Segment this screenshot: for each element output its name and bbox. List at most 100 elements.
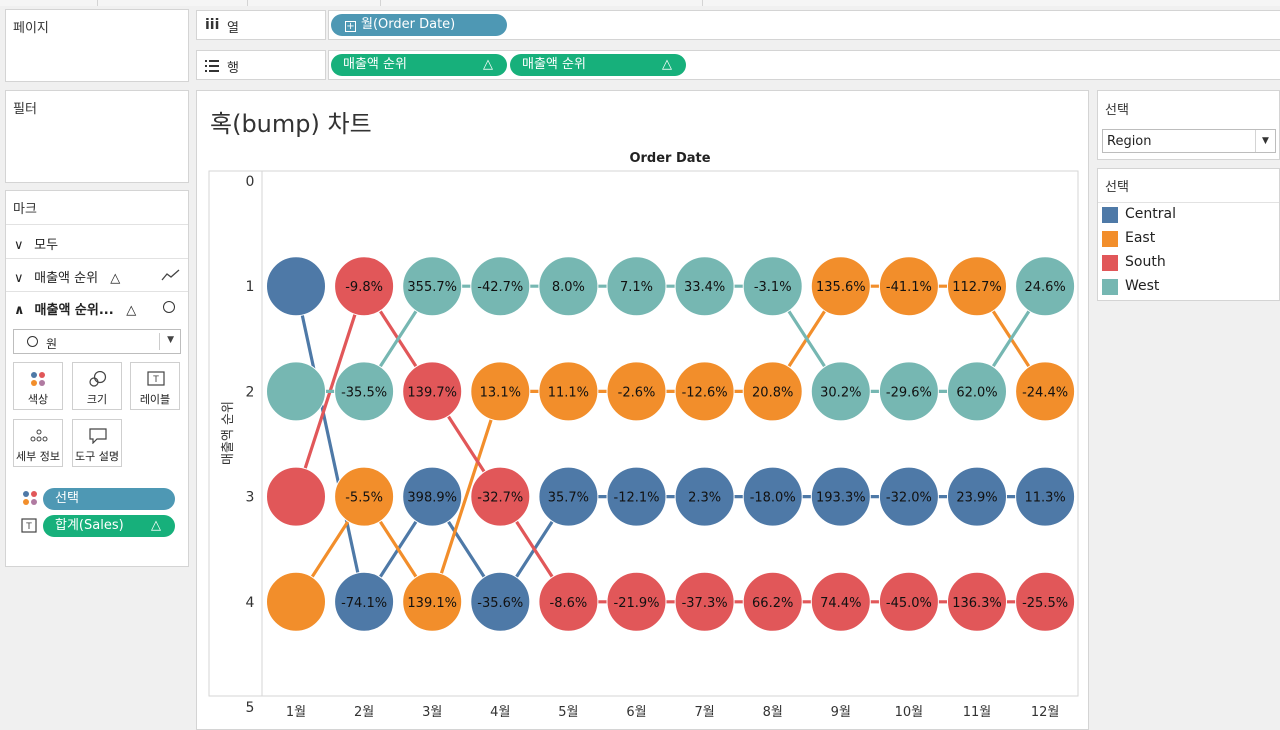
detail-button[interactable]: 세부 정보 <box>13 419 63 467</box>
legend-swatch <box>1102 255 1118 271</box>
rows-shelf-label: 행 <box>196 50 326 80</box>
mark-type-value: 원 <box>46 337 58 351</box>
data-point-central <box>538 466 599 527</box>
chevron-down-icon: ∨ <box>14 271 24 286</box>
color-button[interactable]: 색상 <box>13 362 63 410</box>
divider <box>6 258 188 259</box>
pages-card[interactable]: 페이지 <box>5 9 189 82</box>
rank-pill-1-label: 매출액 순위 <box>343 57 407 72</box>
data-point-central <box>742 466 803 527</box>
data-label: 355.7% <box>407 280 457 295</box>
data-point-central <box>470 571 531 632</box>
x-tick-label: 3월 <box>422 705 442 720</box>
data-label: -12.1% <box>614 491 660 506</box>
data-label: 135.6% <box>816 280 866 295</box>
data-label: -32.7% <box>477 491 523 506</box>
tooltip-label: 도구 설명 <box>75 450 119 463</box>
line-mark-icon <box>161 269 180 281</box>
delta-icon: △ <box>662 57 672 72</box>
region-dropdown-value: Region <box>1107 134 1152 149</box>
x-tick-label: 11월 <box>963 705 992 720</box>
delta-icon: △ <box>126 303 137 318</box>
data-point-south <box>1015 571 1076 632</box>
color-dots-icon <box>23 491 37 505</box>
rank-pill-1[interactable]: 매출액 순위 △ <box>331 54 507 76</box>
legend-label: East <box>1125 230 1156 246</box>
rows-shelf[interactable]: 매출액 순위 △ 매출액 순위 △ <box>328 50 1280 80</box>
data-point-central <box>810 466 871 527</box>
marks-all-row[interactable]: ∨ 모두 <box>14 234 58 253</box>
marks-rank2-row[interactable]: ∧ 매출액 순위... △ <box>14 299 136 318</box>
data-point-south <box>470 466 531 527</box>
rows-label: 행 <box>227 61 239 76</box>
color-label: 색상 <box>27 393 49 406</box>
data-point-west <box>947 361 1007 422</box>
region-dropdown[interactable]: Region ▼ <box>1102 129 1276 153</box>
data-label: 74.4% <box>820 596 861 611</box>
rank-pill-2[interactable]: 매출액 순위 △ <box>510 54 686 76</box>
data-point-central <box>606 466 667 527</box>
mark-type-select[interactable]: 원 ▼ <box>13 329 181 354</box>
y-tick-label: 5 <box>246 700 255 716</box>
data-point-west <box>606 256 667 317</box>
y-tick-label: 4 <box>246 595 255 611</box>
data-point-west <box>334 361 395 422</box>
text-label-icon: T <box>21 518 37 533</box>
data-label: -12.6% <box>682 385 728 400</box>
data-label: 193.3% <box>816 491 866 506</box>
data-point-west <box>470 256 531 317</box>
marks-title: 마크 <box>13 202 37 217</box>
columns-icon: iii <box>205 17 220 33</box>
legend-title: 선택 <box>1105 180 1129 195</box>
filter-title: 선택 <box>1105 103 1129 118</box>
detail-dots-icon <box>30 429 48 442</box>
data-point-central <box>1015 466 1076 527</box>
data-point-east <box>947 256 1007 317</box>
data-label: 398.9% <box>407 491 457 506</box>
marks-rank-row[interactable]: ∨ 매출액 순위 △ <box>14 267 120 286</box>
chevron-down-icon: ∨ <box>14 238 24 253</box>
columns-label: 열 <box>227 21 239 36</box>
data-label: -21.9% <box>614 596 660 611</box>
data-label: 11.3% <box>1024 491 1065 506</box>
data-point-west <box>674 256 735 317</box>
tooltip-button[interactable]: 도구 설명 <box>72 419 122 467</box>
size-label: 크기 <box>86 393 108 406</box>
x-tick-label: 2월 <box>354 705 374 720</box>
y-tick-label: 3 <box>246 490 255 506</box>
data-point-east <box>334 466 395 527</box>
data-point-east <box>1015 361 1076 422</box>
columns-shelf-label: iii 열 <box>196 10 326 40</box>
svg-text:T: T <box>152 375 159 385</box>
data-point-south <box>402 361 463 422</box>
data-label: -24.4% <box>1022 385 1068 400</box>
data-point-south <box>606 571 667 632</box>
triangle-down-icon: ▼ <box>167 335 174 345</box>
data-point-central <box>878 466 939 527</box>
data-point-west <box>402 256 463 317</box>
data-point-east <box>810 256 871 317</box>
sum-sales-pill[interactable]: 합계(Sales) △ <box>43 515 175 537</box>
chevron-up-icon: ∧ <box>14 303 25 318</box>
filters-card[interactable]: 필터 <box>5 90 189 183</box>
data-label: -45.0% <box>886 596 932 611</box>
strip-divider <box>97 0 98 6</box>
data-point-west <box>742 256 803 317</box>
month-order-date-pill[interactable]: + 월(Order Date) <box>331 14 507 36</box>
data-label: -37.3% <box>682 596 728 611</box>
data-point-west <box>878 361 939 422</box>
size-button[interactable]: 크기 <box>72 362 122 410</box>
columns-shelf[interactable]: + 월(Order Date) <box>328 10 1280 40</box>
data-label: -5.5% <box>345 491 383 506</box>
x-tick-label: 9월 <box>831 705 851 720</box>
sum-sales-label: 합계(Sales) <box>55 518 124 533</box>
marks-rank2-label: 매출액 순위... <box>34 303 114 318</box>
data-label: 112.7% <box>952 280 1002 295</box>
text-label-icon: T <box>147 371 165 386</box>
label-button[interactable]: T 레이블 <box>130 362 180 410</box>
data-label: 30.2% <box>820 385 861 400</box>
x-tick-label: 7월 <box>694 705 714 720</box>
tooltip-icon <box>89 428 107 444</box>
legend-label: West <box>1125 278 1160 294</box>
select-pill[interactable]: 선택 <box>43 488 175 510</box>
